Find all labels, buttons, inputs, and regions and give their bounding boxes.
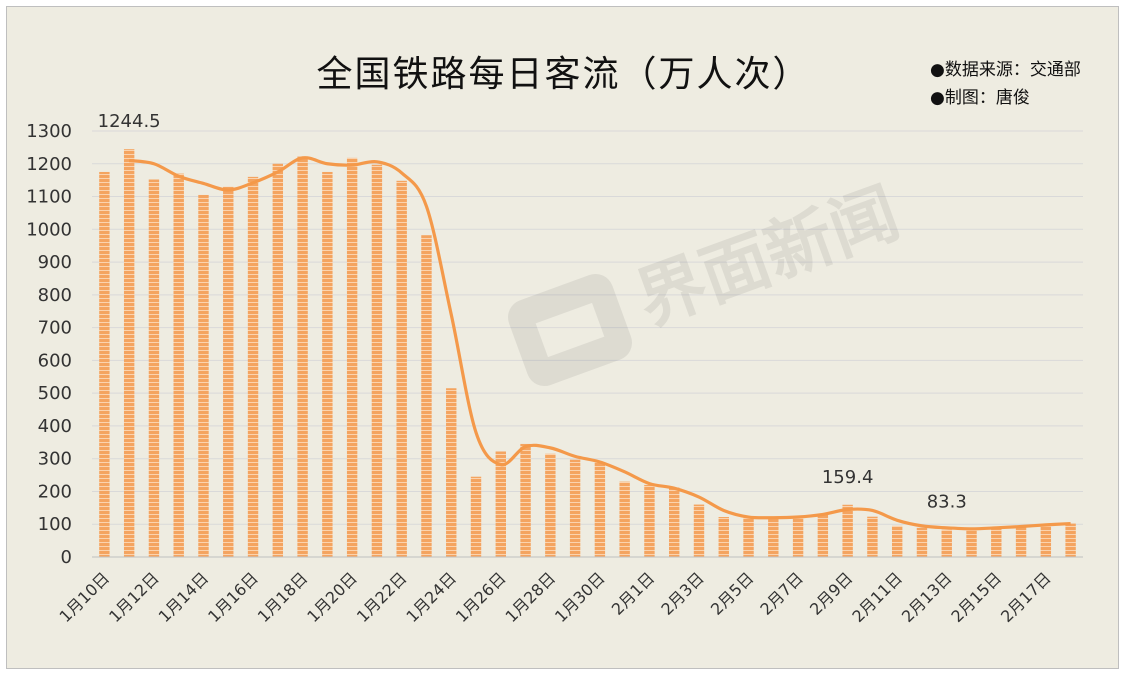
bar — [297, 156, 308, 557]
x-tick-label: 1月20日 — [303, 568, 361, 626]
bar — [123, 149, 135, 557]
bar — [470, 476, 482, 557]
watermark-text: 界面新闻 — [627, 174, 910, 341]
bar — [1065, 523, 1076, 557]
x-tick-label: 1月16日 — [204, 568, 262, 626]
x-axis: 1月10日1月12日1月14日1月16日1月18日1月20日1月22日1月24日… — [56, 568, 1055, 626]
bar — [173, 173, 184, 557]
bar — [941, 529, 952, 557]
y-tick-label: 300 — [38, 449, 72, 470]
bar — [891, 525, 903, 557]
x-tick-label: 2月1日 — [608, 568, 658, 618]
x-tick-label: 2月3日 — [657, 568, 707, 618]
watermark-logo-icon — [507, 273, 633, 387]
x-tick-label: 2月17日 — [997, 568, 1055, 626]
y-tick-label: 900 — [38, 252, 72, 273]
data-label: 83.3 — [927, 492, 967, 513]
trend-line — [128, 156, 1071, 531]
bar — [421, 235, 432, 557]
x-tick-label: 1月22日 — [353, 568, 411, 626]
y-tick-label: 800 — [38, 285, 72, 306]
y-tick-label: 1100 — [26, 187, 72, 208]
bar — [1040, 525, 1052, 557]
x-tick-label: 2月5日 — [707, 568, 757, 618]
bar — [99, 171, 110, 557]
bar — [569, 459, 581, 557]
watermark: 界面新闻 — [507, 174, 910, 387]
bar — [718, 517, 729, 557]
credit-source: ●数据来源：交通部 — [930, 60, 1081, 80]
x-tick-label: 2月11日 — [848, 568, 906, 626]
bar — [991, 528, 1002, 557]
bar — [792, 517, 804, 557]
x-tick-label: 1月18日 — [254, 568, 312, 626]
bar — [743, 517, 754, 557]
bar — [867, 516, 878, 557]
trend-line-path — [128, 156, 1071, 531]
y-tick-label: 1300 — [26, 121, 72, 142]
x-tick-label: 1月24日 — [402, 568, 460, 626]
y-tick-label: 0 — [61, 547, 72, 568]
bar — [842, 504, 853, 557]
y-tick-label: 1000 — [26, 219, 72, 240]
x-tick-label: 1月26日 — [452, 568, 510, 626]
y-tick-label: 1200 — [26, 154, 72, 175]
y-tick-label: 600 — [38, 350, 72, 371]
bar — [1015, 527, 1027, 557]
bar — [223, 186, 234, 557]
y-tick-label: 400 — [38, 416, 72, 437]
data-label: 159.4 — [822, 467, 874, 488]
bar — [693, 504, 705, 557]
bar — [817, 514, 829, 557]
bar — [322, 171, 333, 557]
bar — [396, 180, 407, 557]
bar — [644, 484, 655, 557]
bar — [371, 164, 383, 557]
bar — [520, 443, 531, 557]
y-axis: 0 100 200 300 400 500 600 700 800 900 1000 1100 1200… — [26, 121, 1083, 568]
bar — [495, 451, 506, 557]
bar — [669, 487, 680, 557]
bar — [247, 176, 259, 557]
bar — [966, 530, 977, 557]
x-tick-label: 2月13日 — [898, 568, 956, 626]
data-label: 1244.5 — [98, 111, 161, 132]
bar — [346, 157, 358, 557]
bar — [148, 179, 160, 557]
y-tick-label: 500 — [38, 383, 72, 404]
x-tick-label: 1月10日 — [56, 568, 114, 626]
x-tick-label: 1月14日 — [155, 568, 213, 626]
bar — [545, 453, 556, 557]
x-tick-label: 1月30日 — [551, 568, 609, 626]
bar — [446, 388, 457, 557]
y-tick-label: 100 — [38, 514, 72, 535]
y-tick-label: 700 — [38, 318, 72, 339]
bar — [916, 527, 928, 557]
bars — [99, 149, 1076, 557]
bar — [768, 518, 779, 557]
x-tick-label: 1月12日 — [105, 568, 163, 626]
bar — [272, 163, 284, 557]
x-tick-label: 2月7日 — [756, 568, 806, 618]
x-tick-label: 2月15日 — [947, 568, 1005, 626]
y-tick-label: 200 — [38, 481, 72, 502]
x-tick-label: 1月28日 — [502, 568, 560, 626]
bar — [198, 194, 209, 557]
chart-title: 全国铁路每日客流（万人次） — [316, 54, 811, 95]
bar — [619, 481, 630, 557]
credit-author: ●制图：唐俊 — [930, 88, 1030, 108]
bar — [594, 461, 606, 557]
data-labels: 1244.5 159.4 83.3 — [98, 111, 967, 513]
chart-frame: 全国铁路每日客流（万人次） ●数据来源：交通部 ●制图：唐俊 — [6, 6, 1119, 669]
